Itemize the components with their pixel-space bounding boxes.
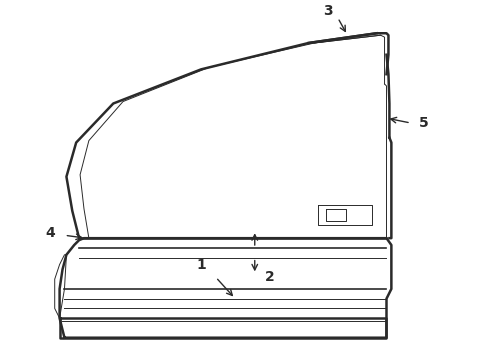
Text: 2: 2 — [265, 270, 274, 284]
Text: 5: 5 — [418, 116, 428, 130]
Text: 1: 1 — [196, 257, 206, 271]
Text: 3: 3 — [323, 4, 333, 18]
Text: 4: 4 — [45, 226, 55, 240]
